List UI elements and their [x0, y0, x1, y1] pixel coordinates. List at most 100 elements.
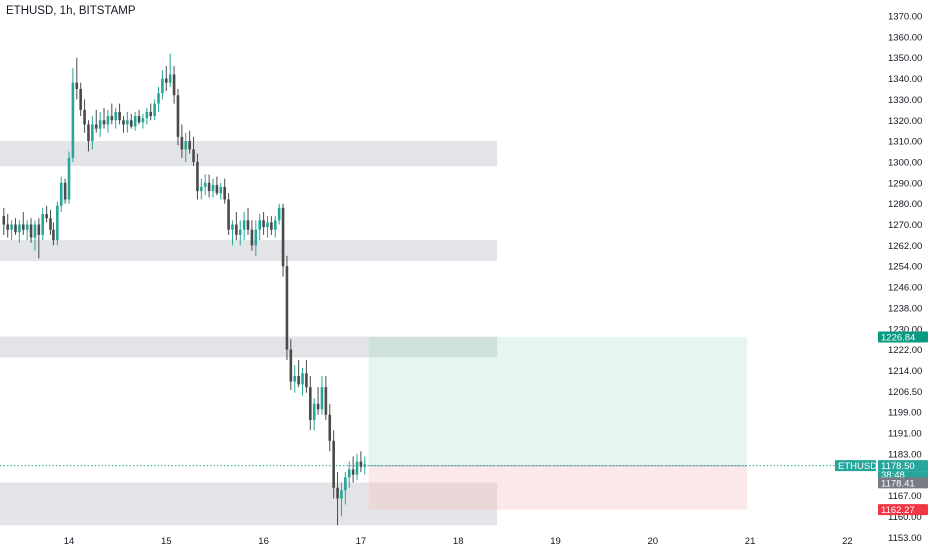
entry-price-tag-label: 1178.41: [881, 478, 915, 489]
candle-body-49: [192, 149, 195, 162]
candle-body-11: [45, 214, 48, 219]
candle-body-21: [83, 109, 86, 125]
candle-body-53: [207, 182, 211, 192]
candle-body-6: [25, 224, 29, 230]
candle-body-59: [231, 224, 234, 230]
candle-body-71: [277, 207, 281, 221]
candle-body-19: [75, 82, 79, 89]
candle-body-26: [102, 120, 106, 125]
position-layer: [0, 336, 876, 510]
zone-0: [0, 141, 498, 167]
y-tick-24: 1160.00: [888, 512, 922, 523]
candle-body-8: [33, 224, 37, 238]
y-tick-0: 1370.00: [888, 12, 922, 23]
candle-body-32: [126, 120, 129, 125]
candle-body-90: [351, 469, 355, 475]
candle-body-31: [122, 120, 125, 125]
stop-price-tag: 1162.27: [878, 504, 928, 516]
candle-body-37: [145, 111, 149, 119]
candle-body-29: [114, 111, 118, 121]
candle-body-45: [176, 95, 180, 137]
y-tick-20: 1191.00: [888, 429, 922, 440]
candle-body-88: [344, 477, 347, 491]
candle-body-9: [37, 224, 41, 235]
candle-body-62: [242, 220, 246, 230]
candle-body-79: [309, 387, 312, 420]
x-tick-8: 22: [842, 536, 853, 547]
candle-body-25: [98, 120, 102, 129]
countdown-bg: [878, 471, 928, 481]
candle-body-42: [165, 78, 168, 83]
y-tick-6: 1310.00: [888, 137, 922, 148]
candle-body-2: [10, 224, 13, 230]
last-price-tag-label: 1178.50: [881, 461, 915, 472]
candle-body-80: [312, 403, 316, 420]
candle-body-70: [273, 220, 277, 230]
y-tick-7: 1300.00: [888, 157, 922, 168]
chart-title: ETHUSD, 1h, BITSTAMP: [6, 5, 136, 17]
candle-body-13: [52, 229, 55, 241]
candle-body-85: [332, 440, 335, 488]
candle-body-20: [79, 88, 82, 110]
candle-body-30: [118, 111, 121, 121]
candle-body-76: [297, 376, 300, 385]
last-price-tag-bg: [878, 460, 928, 472]
candle-body-91: [355, 461, 359, 475]
candle-body-87: [340, 490, 343, 499]
y-tick-19: 1199.00: [888, 408, 922, 419]
y-tick-10: 1270.00: [888, 220, 922, 231]
y-tick-1: 1360.00: [888, 32, 922, 43]
entry-price-tag: 1178.41: [878, 477, 928, 489]
x-tick-4: 18: [453, 536, 464, 547]
candle-body-50: [196, 161, 199, 192]
candle-body-14: [56, 205, 59, 241]
stop-price-tag-label: 1162.27: [881, 505, 915, 516]
y-tick-4: 1330.00: [888, 95, 922, 106]
countdown-label: 38:48: [881, 470, 905, 481]
candle-body-48: [188, 141, 191, 150]
y-tick-16: 1222.00: [888, 345, 922, 356]
candle-body-73: [285, 266, 289, 350]
candle-body-82: [320, 387, 324, 410]
candle-body-47: [184, 141, 188, 150]
candle-body-74: [289, 349, 293, 382]
candle-body-52: [203, 182, 207, 187]
candle-body-58: [227, 199, 230, 230]
candle-body-44: [172, 74, 176, 96]
symbol-tag-label: ETHUSD: [838, 461, 877, 472]
y-tick-23: 1167.00: [888, 491, 922, 502]
candle-body-72: [281, 207, 285, 267]
candle-body-10: [41, 214, 45, 235]
candle-body-75: [293, 376, 297, 382]
candle-body-7: [29, 224, 33, 238]
candle-body-67: [262, 220, 265, 228]
candle-body-4: [18, 224, 21, 233]
candle-body-77: [301, 373, 304, 385]
y-tick-13: 1246.00: [888, 283, 922, 294]
y-tick-3: 1340.00: [888, 74, 922, 85]
candles-layer: [2, 53, 367, 526]
stop-price-tag-bg: [878, 504, 928, 516]
y-tick-9: 1280.00: [888, 199, 922, 210]
y-tick-2: 1350.00: [888, 53, 922, 64]
candle-body-69: [270, 222, 273, 230]
candle-body-33: [129, 120, 133, 127]
candle-body-61: [238, 229, 242, 235]
candle-body-12: [49, 218, 52, 230]
candle-body-36: [141, 118, 145, 123]
candle-body-60: [235, 224, 238, 235]
candle-body-35: [137, 116, 141, 123]
candle-body-1: [6, 224, 10, 230]
candle-body-66: [258, 220, 262, 230]
y-tick-18: 1206.50: [888, 387, 922, 398]
x-tick-6: 20: [648, 536, 659, 547]
candle-body-5: [21, 224, 25, 230]
zone-overlap-target-2: [368, 336, 498, 358]
candle-body-18: [71, 82, 75, 158]
axis-layer: 1370.00 1360.00 1350.00 1340.00 1330.00 1320.…: [64, 12, 923, 548]
candle-body-54: [211, 184, 215, 192]
x-tick-2: 16: [258, 536, 269, 547]
